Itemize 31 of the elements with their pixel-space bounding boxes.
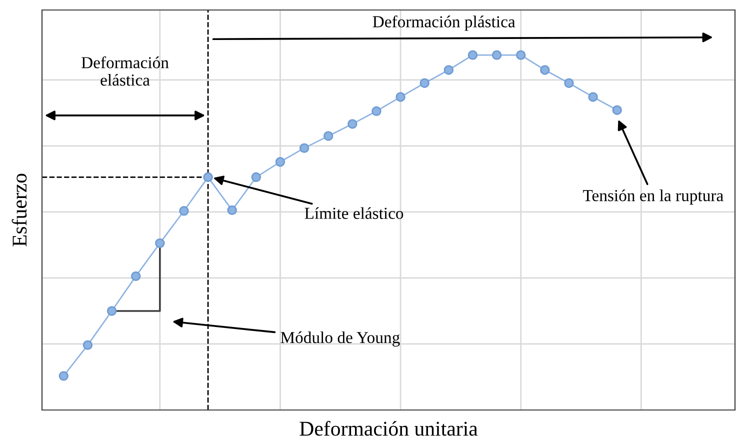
- point: [82, 340, 93, 350]
- point: [612, 105, 622, 115]
- point: [492, 50, 502, 60]
- annotation: Módulo de Young: [280, 331, 400, 347]
- y-axis-title: Esfuerzo: [12, 174, 27, 246]
- annotation: Tensión en la ruptura: [583, 189, 724, 205]
- point: [396, 92, 406, 102]
- point: [203, 172, 213, 182]
- point: [372, 106, 382, 116]
- point: [444, 65, 454, 75]
- point: [540, 65, 550, 75]
- point: [588, 92, 598, 102]
- point: [348, 119, 358, 129]
- point: [227, 205, 237, 216]
- text: Deformación plástica: [372, 15, 516, 31]
- annotation: Deformación elástica: [82, 56, 169, 86]
- point: [58, 371, 69, 381]
- point: [275, 157, 286, 167]
- point: [106, 306, 117, 316]
- point: [251, 172, 262, 182]
- annotation: Límite elástico: [304, 207, 404, 219]
- point: [299, 143, 310, 153]
- point: [323, 131, 334, 141]
- point: [468, 50, 478, 60]
- point: [155, 238, 165, 248]
- point: [420, 78, 430, 88]
- point: [516, 50, 526, 60]
- point: [130, 271, 141, 282]
- point: [179, 206, 189, 216]
- point: [564, 78, 574, 88]
- x-axis-title: Deformación unitaria: [300, 420, 478, 436]
